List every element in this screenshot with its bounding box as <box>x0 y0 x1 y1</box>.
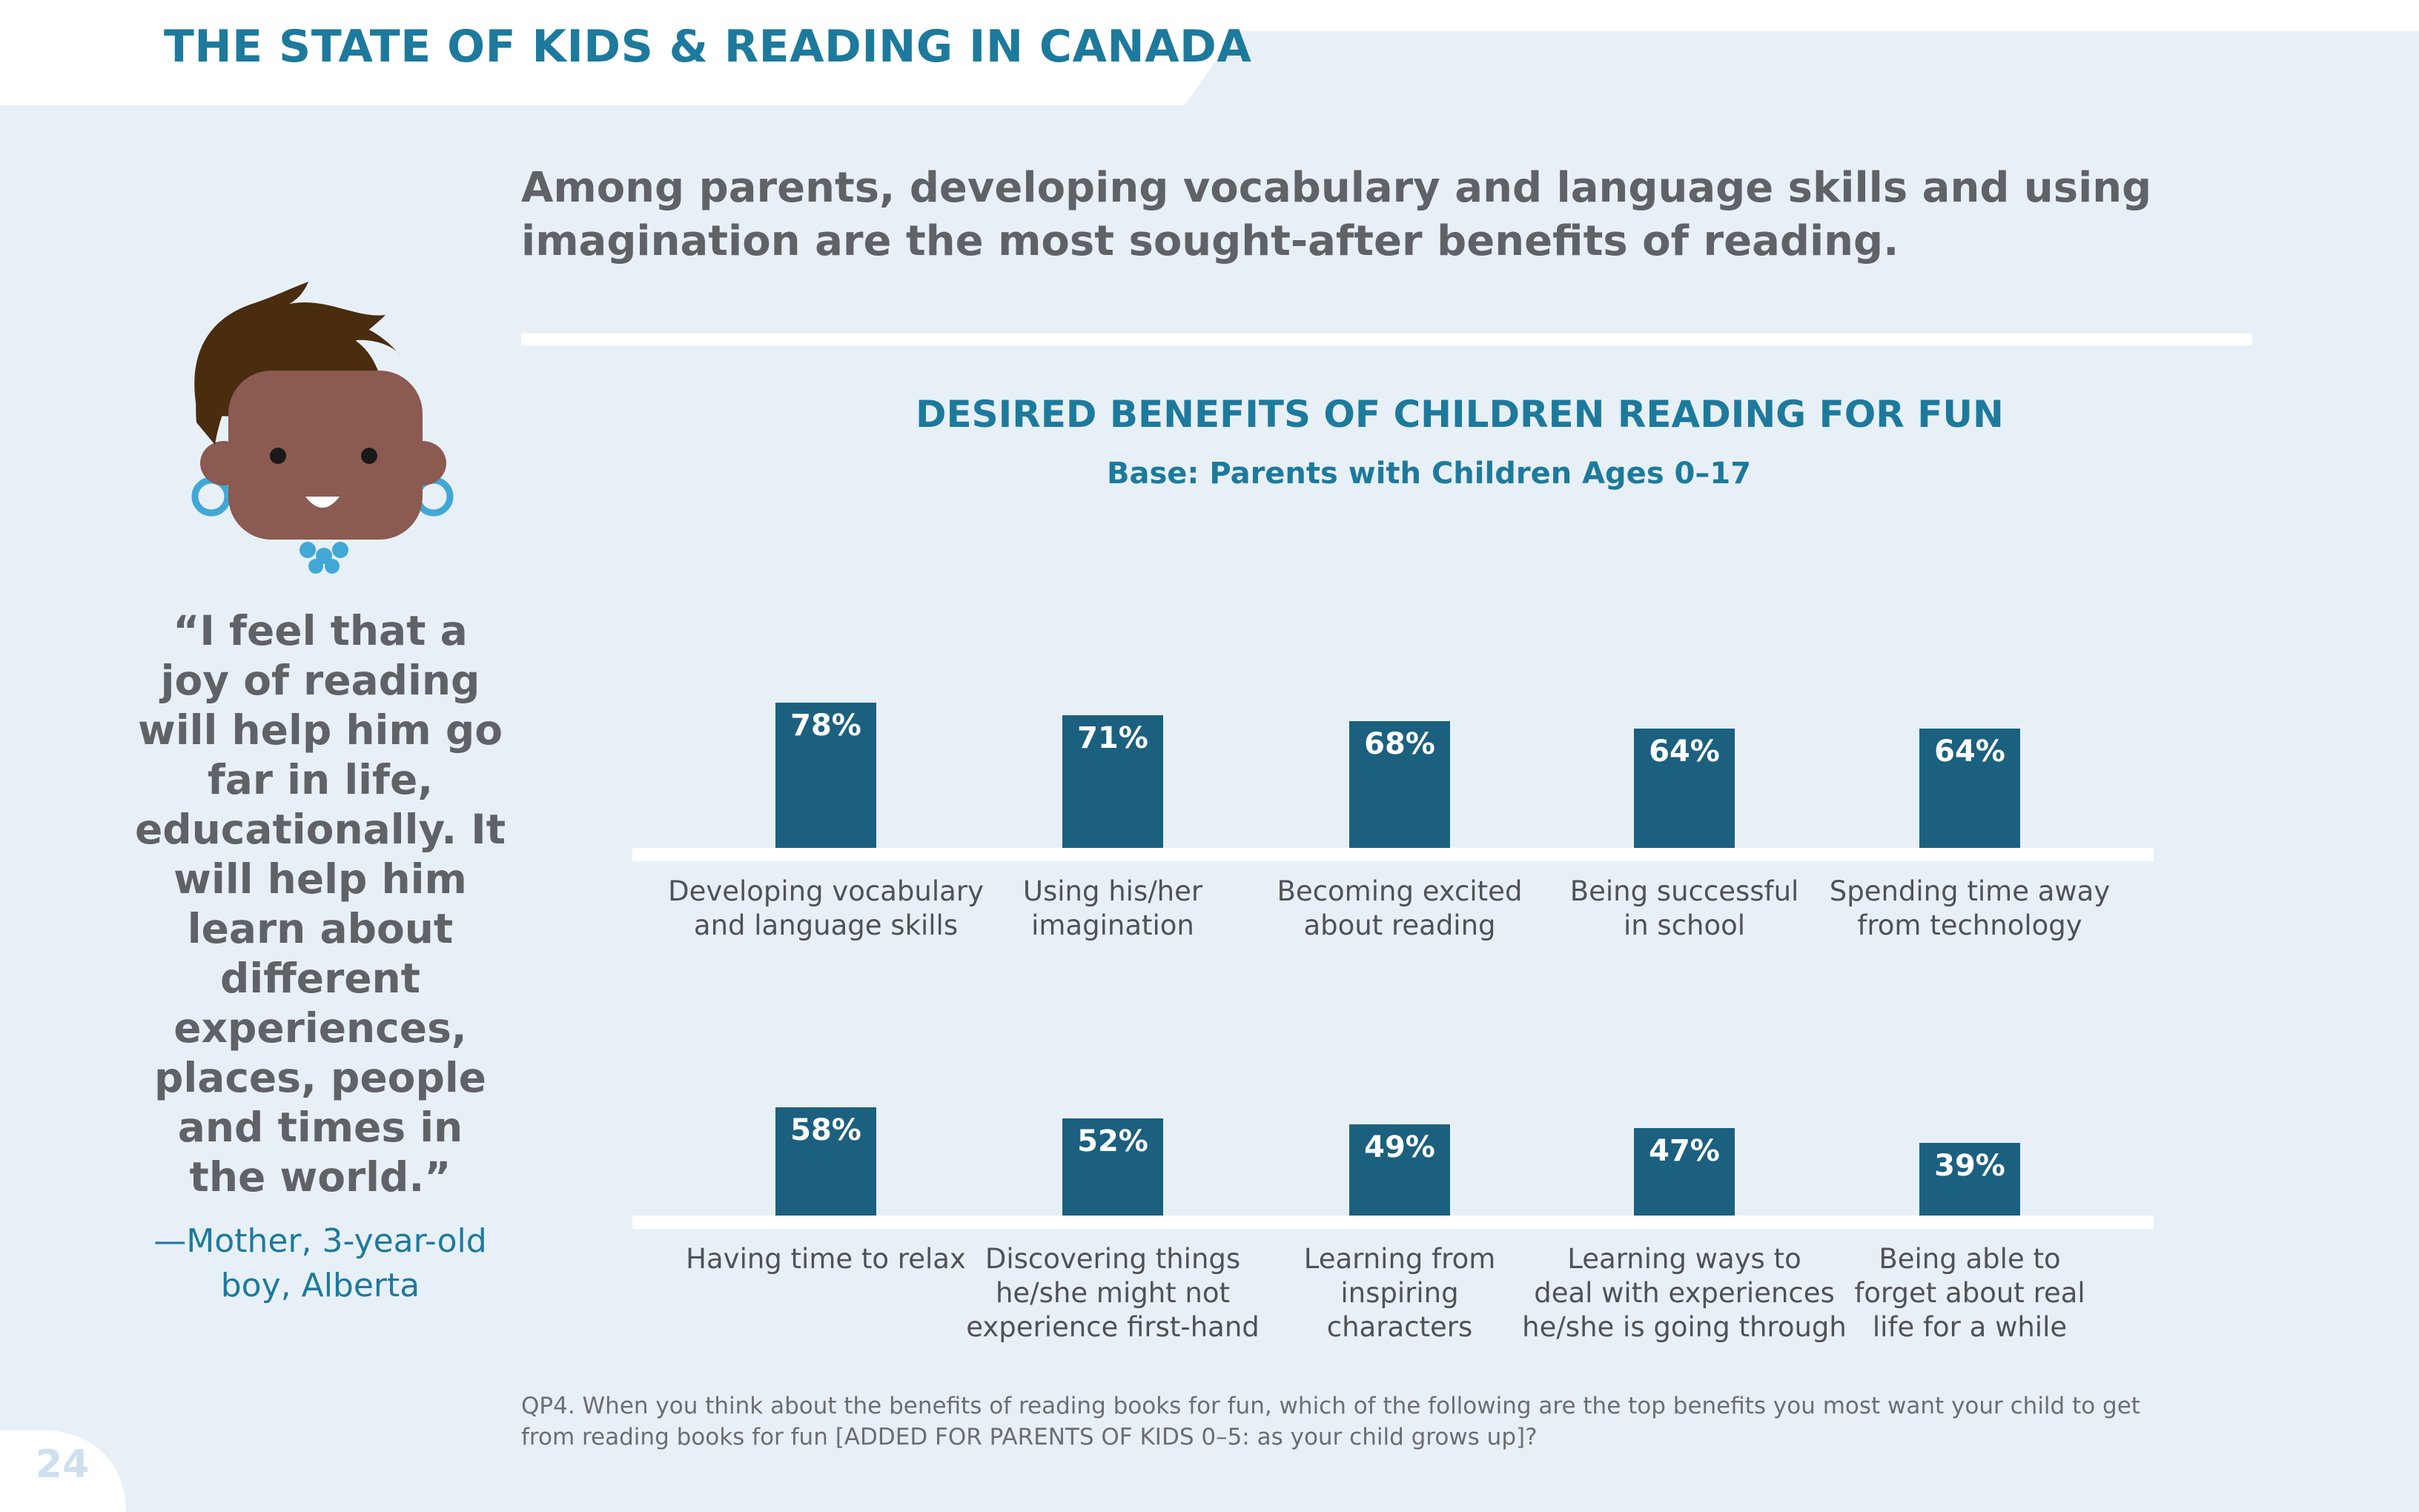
category-label: Becoming excited about reading <box>1237 875 1563 943</box>
category-label-line: Developing vocabulary <box>668 875 984 907</box>
bar <box>1062 1118 1163 1216</box>
category-label-line: about reading <box>1303 909 1496 941</box>
category-label-line: Discovering things <box>985 1243 1241 1275</box>
bar-value-label: 49% <box>1364 1130 1435 1164</box>
chart-baseline <box>632 848 2154 861</box>
bar-value-label: 64% <box>1934 735 2005 769</box>
category-label: Discovering things he/she might not experi… <box>950 1242 1276 1344</box>
category-label-line: deal with experiences <box>1534 1277 1835 1309</box>
category-label-line: Spending time away <box>1829 875 2111 907</box>
bar-value-label: 47% <box>1649 1134 1720 1168</box>
bar <box>775 1107 876 1216</box>
category-label: Learning from inspiring characters <box>1237 1242 1563 1344</box>
bar-value-label: 58% <box>790 1113 861 1147</box>
chart-title: DESIRED BENEFITS OF CHILDREN READING FOR… <box>916 393 2004 436</box>
bar-value-label: 71% <box>1077 721 1148 755</box>
category-label-line: Having time to relax <box>686 1243 966 1275</box>
category-label-line: Becoming excited <box>1277 875 1523 907</box>
bar <box>1062 715 1163 848</box>
category-label-line: forget about real <box>1854 1277 2085 1309</box>
bar <box>775 703 876 848</box>
category-label-line: life for a while <box>1872 1311 2068 1343</box>
page-number-tab <box>0 1430 126 1512</box>
bar <box>1349 721 1450 848</box>
bar-value-label: 78% <box>790 709 861 743</box>
category-label-line: Being able to <box>1879 1243 2061 1275</box>
category-label-line: imagination <box>1031 909 1194 941</box>
quote-attribution: —Mother, 3-year-old boy, Alberta <box>153 1222 487 1304</box>
category-label: Being able to forget about real life for a… <box>1807 1242 2133 1344</box>
page-headline: Among parents, developing vocabulary and… <box>521 164 2152 265</box>
bar <box>1349 1124 1450 1216</box>
category-label-line: from technology <box>1857 909 2082 941</box>
report-title: THE STATE OF KIDS & READING IN CANADA <box>164 21 1252 73</box>
category-label-line: experience first-hand <box>966 1311 1260 1343</box>
category-label-line: Learning ways to <box>1567 1243 1801 1275</box>
divider <box>521 334 2252 345</box>
survey-question-footnote: QP4. When you think about the benefits o… <box>521 1393 2140 1450</box>
bar-value-label: 64% <box>1649 735 1720 769</box>
bar <box>1634 1128 1735 1216</box>
category-label: Learning ways to deal with experiences he/… <box>1521 1242 1847 1344</box>
bar-value-label: 39% <box>1934 1149 2005 1183</box>
bar-value-label: 68% <box>1364 727 1435 761</box>
category-label-line: inspiring <box>1340 1277 1459 1309</box>
category-label-line: Using his/her <box>1022 875 1203 907</box>
bar <box>1919 1143 2020 1216</box>
category-label-line: characters <box>1326 1311 1473 1343</box>
category-label: Being successful in school <box>1521 875 1847 943</box>
category-label-line: Learning from <box>1303 1243 1496 1275</box>
chart-baseline <box>632 1216 2154 1229</box>
category-label-line: he/she is going through <box>1522 1311 1847 1343</box>
bar-value-label: 52% <box>1077 1124 1148 1158</box>
category-label-line: in school <box>1623 909 1746 941</box>
header-banner <box>0 0 2419 105</box>
category-label: Spending time away from technology <box>1807 875 2133 943</box>
category-label: Developing vocabulary and language skills <box>663 875 989 943</box>
category-label: Having time to relax <box>663 1242 989 1276</box>
category-label-line: Being successful <box>1569 875 1799 907</box>
parent-quote: “I feel that a joy of reading will help … <box>134 607 506 1201</box>
page-number: 24 <box>36 1442 90 1487</box>
child-avatar-illustration <box>191 282 454 574</box>
bar <box>1919 729 2020 848</box>
chart-base-note: Base: Parents with Children Ages 0–17 <box>1107 457 1752 491</box>
bar <box>1634 729 1735 848</box>
category-label-line: he/she might not <box>995 1277 1231 1309</box>
category-label-line: and language skills <box>693 909 959 941</box>
category-label: Using his/her imagination <box>950 875 1276 943</box>
